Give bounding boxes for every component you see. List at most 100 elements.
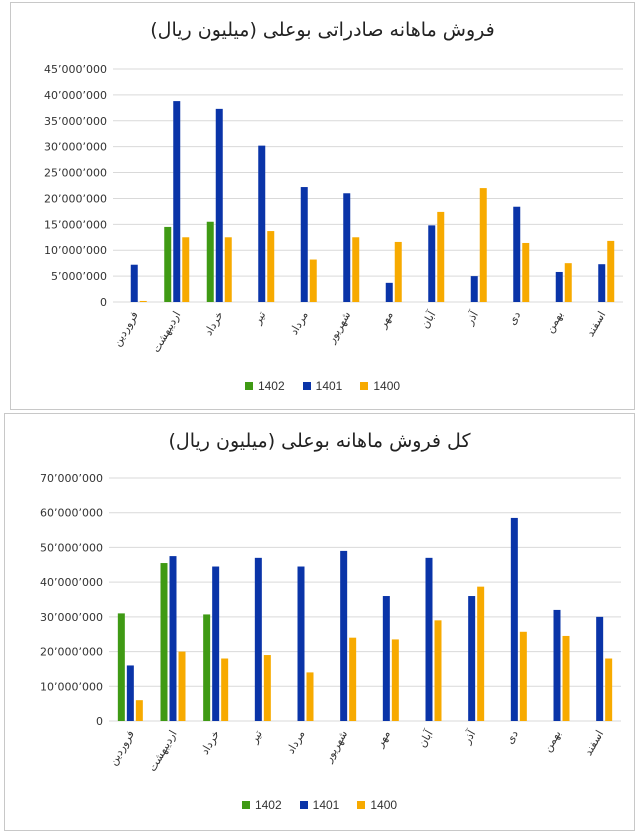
chart-legend: 1402 1401 1400 <box>11 379 634 393</box>
legend-label-1400: 1400 <box>370 798 398 812</box>
legend-swatch-1401 <box>299 801 308 809</box>
legend-item-1401: 1401 <box>302 379 343 393</box>
y-tick-label: 40٬000٬000 <box>44 89 107 102</box>
legend-item-1401: 1401 <box>299 798 340 812</box>
bar-1400-8 <box>479 188 487 302</box>
x-category-label: اردیبهشت <box>146 728 180 774</box>
y-tick-label: 10٬000٬000 <box>40 680 103 693</box>
bar-1401-11 <box>596 616 604 721</box>
x-category-label: بهمن <box>541 728 564 754</box>
bar-1401-3 <box>254 557 262 721</box>
bar-1401-6 <box>382 596 390 721</box>
y-tick-label: 35٬000٬000 <box>44 115 107 128</box>
bar-1400-2 <box>224 237 232 302</box>
bar-1401-0 <box>126 665 134 721</box>
bar-1400-7 <box>437 211 445 302</box>
x-category-label: دی <box>503 728 521 746</box>
bar-1400-9 <box>522 242 530 302</box>
bar-1400-11 <box>607 240 615 302</box>
legend-item-1402: 1402 <box>241 798 282 812</box>
legend-item-1400: 1400 <box>357 798 397 812</box>
y-tick-label: 20٬000٬000 <box>40 646 103 659</box>
legend-label-1400: 1400 <box>373 379 401 393</box>
bar-1401-10 <box>553 609 561 721</box>
legend-label-1401: 1401 <box>312 798 340 812</box>
x-category-label: تیر <box>250 309 268 327</box>
x-category-label: بهمن <box>543 309 566 335</box>
y-tick-label: 50٬000٬000 <box>40 541 103 554</box>
bar-1401-5 <box>340 550 348 721</box>
legend-swatch-1400 <box>357 801 366 809</box>
legend-label-1402: 1402 <box>254 798 282 812</box>
bar-1400-2 <box>221 658 229 721</box>
legend-label-1401: 1401 <box>315 379 343 393</box>
bar-1400-8 <box>477 586 485 721</box>
bar-1402-2 <box>206 221 214 302</box>
bar-1401-3 <box>258 145 266 302</box>
bar-1401-10 <box>555 271 563 302</box>
bar-1400-5 <box>352 237 360 302</box>
bar-1401-8 <box>468 596 476 721</box>
x-category-label: اردیبهشت <box>149 309 183 355</box>
x-category-label: آذر <box>459 727 479 747</box>
y-tick-label: 60٬000٬000 <box>40 507 103 520</box>
y-tick-label: 5٬000٬000 <box>51 270 107 283</box>
bar-1401-1 <box>169 556 177 721</box>
y-tick-label: 0 <box>96 715 103 728</box>
bar-1400-3 <box>267 231 275 302</box>
bar-1401-2 <box>212 566 220 721</box>
bar-1400-4 <box>309 259 317 302</box>
y-tick-label: 30٬000٬000 <box>40 611 103 624</box>
legend-item-1400: 1400 <box>360 379 400 393</box>
export-sales-chart: فروش ماهانه صادراتی بوعلی (میلیون ریال) … <box>10 2 635 410</box>
x-category-label: آبان <box>415 727 436 750</box>
bar-1400-10 <box>564 263 572 302</box>
bar-1401-4 <box>300 187 308 302</box>
bar-1400-11 <box>605 658 613 721</box>
bar-1400-6 <box>394 241 402 302</box>
x-category-label: فروردین <box>110 309 140 349</box>
chart-legend: 1402 1401 1400 <box>5 798 634 812</box>
x-category-label: دی <box>505 309 523 327</box>
x-category-label: مهر <box>373 728 393 750</box>
total-sales-plot: 0 10٬000٬000 20٬000٬000 30٬000٬000 40٬000٬00… <box>40 472 621 774</box>
bar-1400-1 <box>178 651 186 721</box>
bar-1400-1 <box>182 237 190 302</box>
x-category-label: تیر <box>247 728 265 746</box>
chart-title: کل فروش ماهانه بوعلی (میلیون ریال) <box>168 430 471 452</box>
legend-label-1402: 1402 <box>257 379 285 393</box>
bar-1400-0 <box>139 300 147 302</box>
y-tick-label: 10٬000٬000 <box>44 244 107 257</box>
bar-1401-5 <box>343 193 351 302</box>
bar-1402-1 <box>164 226 172 302</box>
legend-swatch-1400 <box>360 382 369 390</box>
y-tick-label: 70٬000٬000 <box>40 472 103 485</box>
x-category-label: فروردین <box>107 728 137 768</box>
legend-swatch-1402 <box>241 801 250 809</box>
x-category-label: اسفند <box>582 728 607 758</box>
bar-1402-1 <box>160 563 168 721</box>
x-category-label: خرداد <box>198 728 222 757</box>
x-category-label: مرداد <box>287 309 311 337</box>
y-tick-label: 40٬000٬000 <box>40 576 103 589</box>
bar-1401-1 <box>173 101 181 302</box>
legend-swatch-1401 <box>302 382 311 390</box>
y-tick-label: 15٬000٬000 <box>44 218 107 231</box>
bar-1401-6 <box>385 282 393 302</box>
y-tick-label: 0 <box>100 296 107 309</box>
bar-1400-10 <box>562 635 570 721</box>
bar-1400-3 <box>263 655 271 721</box>
bar-1401-7 <box>428 225 436 302</box>
x-category-label: شهریور <box>324 309 353 346</box>
x-category-label: شهریور <box>321 728 350 765</box>
bar-1400-7 <box>434 620 442 721</box>
bar-1400-4 <box>306 672 314 721</box>
bar-1400-0 <box>135 700 143 721</box>
bar-1402-0 <box>117 613 125 721</box>
x-category-label: مرداد <box>284 728 308 756</box>
x-category-label: اسفند <box>584 309 609 339</box>
bar-1400-9 <box>519 631 527 721</box>
y-tick-label: 30٬000٬000 <box>44 141 107 154</box>
y-tick-label: 25٬000٬000 <box>44 167 107 180</box>
total-sales-chart: کل فروش ماهانه بوعلی (میلیون ریال) 0 10٬0… <box>4 413 635 831</box>
